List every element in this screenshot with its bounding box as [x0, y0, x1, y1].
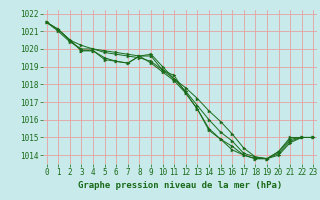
X-axis label: Graphe pression niveau de la mer (hPa): Graphe pression niveau de la mer (hPa): [78, 181, 282, 190]
